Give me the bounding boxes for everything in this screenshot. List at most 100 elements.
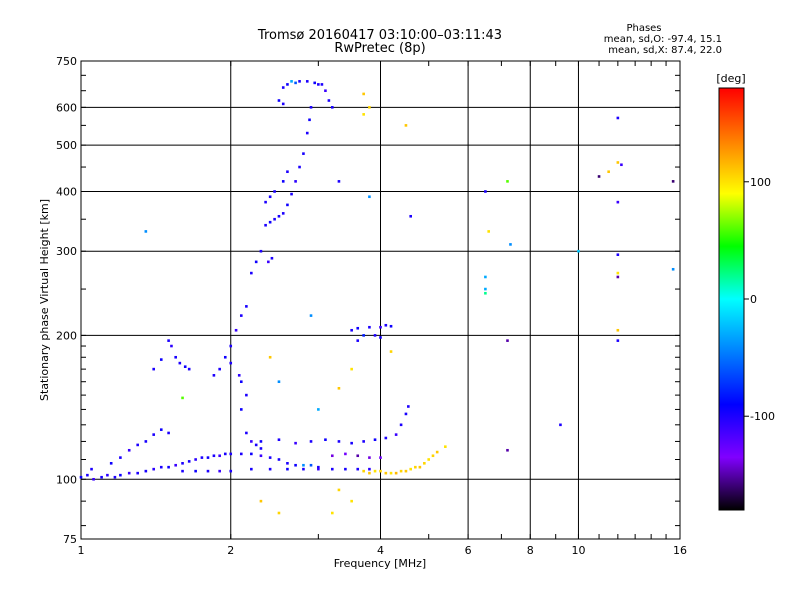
data-point [427,458,431,461]
data-point [294,81,297,85]
data-point [423,462,426,465]
y-tick-label: 75 [63,533,77,546]
data-point [379,456,382,459]
colorbar-tick-label: 100 [750,176,771,189]
data-point [298,80,301,83]
data-point [444,445,447,448]
data-point [616,253,620,257]
data-point [330,511,334,515]
data-point [187,460,191,463]
data-point [159,428,163,431]
data-point [394,433,398,436]
data-point [620,163,623,167]
data-point [379,325,382,329]
data-point [350,499,353,503]
data-point [373,438,377,442]
data-point [317,465,320,469]
data-point [264,223,267,227]
data-point [317,467,320,471]
data-point [368,195,371,199]
phase-heading: Phases [626,23,661,34]
x-axis-label: Frequency [MHz] [334,557,426,570]
data-point [254,443,258,447]
data-point [350,367,353,371]
data-point [268,220,272,224]
x-tick-label: 8 [527,544,534,557]
data-point [407,405,410,408]
data-point [119,473,122,477]
data-point [309,440,313,443]
data-point [273,217,276,221]
data-point [616,200,620,204]
data-point [384,471,388,475]
data-point [362,469,365,473]
data-point [337,440,341,443]
data-point [119,456,122,459]
data-point [559,423,562,427]
chart-subtitle: RwPretec (8p) [334,41,425,56]
data-point [404,412,408,416]
data-point [290,80,293,83]
data-point [167,431,170,435]
data-point [106,473,109,477]
data-point [183,365,187,368]
data-point [267,260,270,264]
data-point [308,118,311,122]
data-point [212,374,216,377]
data-point [337,387,341,390]
data-point [239,452,243,456]
data-point [616,271,620,275]
data-point [309,106,313,109]
data-point [362,113,365,116]
x-tick-label: 4 [377,544,384,557]
data-point [127,471,131,475]
y-tick-label: 100 [56,473,77,486]
data-point [302,152,305,155]
data-point [344,467,347,471]
data-point [259,499,263,503]
data-point [350,328,353,332]
data-point [409,214,412,218]
data-point [616,116,620,120]
data-point [368,456,371,459]
data-points [79,80,675,515]
data-point [144,440,148,443]
data-point [152,367,155,371]
data-point [404,469,408,473]
data-point [286,203,289,207]
data-point [330,454,334,458]
data-point [254,260,258,264]
data-point [250,271,253,275]
data-point [100,475,103,479]
data-point [277,438,281,442]
data-point [268,355,272,359]
data-point [212,454,216,458]
data-point [290,192,293,196]
data-point [389,471,393,475]
data-point [277,380,281,384]
data-point [324,438,327,442]
data-point [144,230,148,233]
data-point [281,212,285,215]
y-tick-label: 300 [56,245,77,258]
data-point [356,467,360,471]
data-point [136,443,139,447]
data-point [362,440,365,443]
data-point [414,465,417,469]
colorbar [718,87,745,511]
data-point [309,463,313,467]
data-point [259,447,263,450]
data-point [368,467,371,471]
data-point [399,469,403,473]
data-point [229,469,233,473]
x-tick-label: 1 [78,544,85,557]
data-point [302,463,305,467]
data-point [273,190,276,193]
data-point [389,324,393,328]
data-point [294,180,297,183]
data-point [178,361,182,365]
data-point [264,200,267,204]
data-point [250,467,253,471]
data-point [218,454,221,458]
data-point [362,92,365,96]
